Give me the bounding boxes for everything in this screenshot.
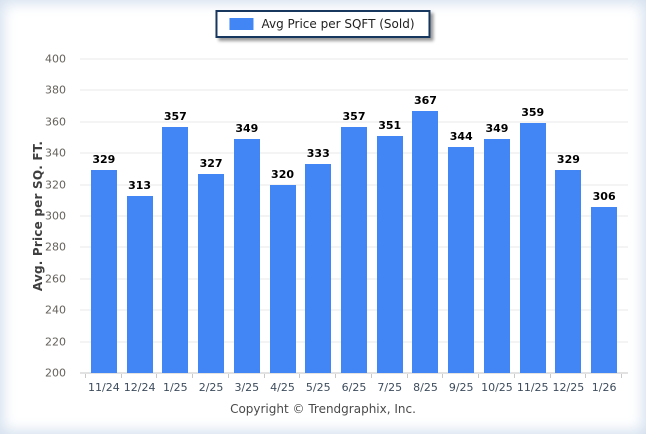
bar-column: 349 3/25 [229, 59, 265, 394]
y-axis: 200 220 240 260 280 300 320 340 360 380 400 [0, 54, 72, 379]
legend-label: Avg Price per SQFT (Sold) [261, 17, 415, 31]
y-tick-label: 240 [45, 303, 66, 317]
bar [126, 195, 153, 373]
bar-column: 306 1/26 [586, 59, 622, 394]
x-tick-label: 4/25 [270, 381, 295, 394]
bar-series: 329 11/24 313 12/24 357 1/25 327 2/25 349 3/25 320… [85, 59, 622, 394]
x-tick-label: 1/25 [162, 381, 188, 394]
y-tick-label: 280 [45, 240, 66, 254]
x-tick-label: 11/25 [516, 381, 549, 394]
bar-value-label: 349 [235, 122, 259, 136]
x-tick-label: 2/25 [198, 381, 224, 394]
x-tick-label: 6/25 [341, 381, 367, 394]
legend-swatch-icon [229, 18, 254, 30]
bar-column: 313 12/24 [122, 59, 158, 394]
bar-value-label: 357 [163, 109, 187, 123]
bar-column: 327 2/25 [193, 59, 229, 394]
bar-value-label: 367 [413, 93, 437, 107]
bar [483, 139, 510, 373]
x-tick-label: 1/26 [591, 381, 617, 394]
bar [555, 170, 582, 373]
plot-area: 329 11/24 313 12/24 357 1/25 327 2/25 349 3/25 320… [80, 58, 628, 394]
bar-column: 357 1/25 [157, 59, 193, 394]
bar-column: 320 4/25 [265, 59, 301, 394]
bar [233, 139, 260, 373]
bar-value-label: 329 [556, 153, 580, 167]
gridline [80, 372, 628, 374]
y-tick-label: 300 [45, 209, 66, 223]
x-tick-label: 11/24 [88, 381, 120, 394]
bar [341, 126, 367, 373]
y-tick-label: 340 [45, 146, 66, 160]
bar-value-label: 349 [485, 122, 509, 136]
x-tick-label: 3/25 [234, 381, 260, 394]
x-tick-label: 10/25 [481, 381, 513, 394]
bar [269, 184, 296, 373]
bar-column: 333 5/25 [300, 59, 336, 394]
y-tick-label: 320 [45, 178, 66, 192]
gridline [80, 58, 628, 60]
gridline [80, 121, 628, 123]
y-tick-label: 400 [45, 52, 66, 66]
bar-value-label: 359 [521, 106, 545, 120]
x-tick-label: 12/24 [123, 381, 156, 394]
legend: Avg Price per SQFT (Sold) [215, 10, 431, 38]
bar-value-label: 357 [342, 109, 366, 123]
bar-value-label: 333 [306, 147, 330, 161]
y-tick-label: 260 [45, 272, 66, 286]
x-tick-label: 9/25 [448, 381, 474, 394]
gridline [80, 89, 628, 91]
bar-column: 359 11/25 [515, 59, 551, 394]
bar-value-label: 344 [449, 129, 473, 143]
bar-column: 329 12/25 [551, 59, 587, 394]
bar-value-label: 306 [592, 189, 616, 203]
bar-value-label: 313 [128, 178, 152, 192]
bar-value-label: 320 [271, 167, 295, 181]
y-tick-label: 360 [45, 115, 66, 129]
bar [305, 164, 332, 373]
bar [162, 126, 189, 373]
x-tick-label: 12/25 [552, 381, 585, 394]
bar [591, 206, 618, 373]
bar-column: 367 8/25 [408, 59, 444, 394]
copyright-text: Copyright © Trendgraphix, Inc. [230, 402, 416, 416]
bar [412, 110, 439, 373]
x-tick-label: 7/25 [377, 381, 403, 394]
x-tick-label: 5/25 [305, 381, 331, 394]
bar-value-label: 327 [199, 156, 223, 170]
bar-value-label: 329 [92, 153, 116, 167]
bar [376, 135, 403, 373]
y-tick-label: 380 [45, 83, 66, 97]
bar [198, 173, 225, 373]
bar [448, 146, 475, 373]
y-tick-label: 220 [45, 335, 66, 349]
bar [90, 170, 117, 373]
bar-column: 329 11/24 [86, 59, 122, 394]
bar-column: 349 10/25 [479, 59, 515, 394]
y-tick-label: 200 [45, 366, 66, 380]
bar-column: 344 9/25 [443, 59, 479, 394]
x-tick-label: 8/25 [413, 381, 438, 394]
bar [519, 123, 546, 373]
bar-column: 351 7/25 [372, 59, 408, 394]
bar-column: 357 6/25 [336, 59, 372, 394]
bar-value-label: 351 [378, 118, 402, 132]
